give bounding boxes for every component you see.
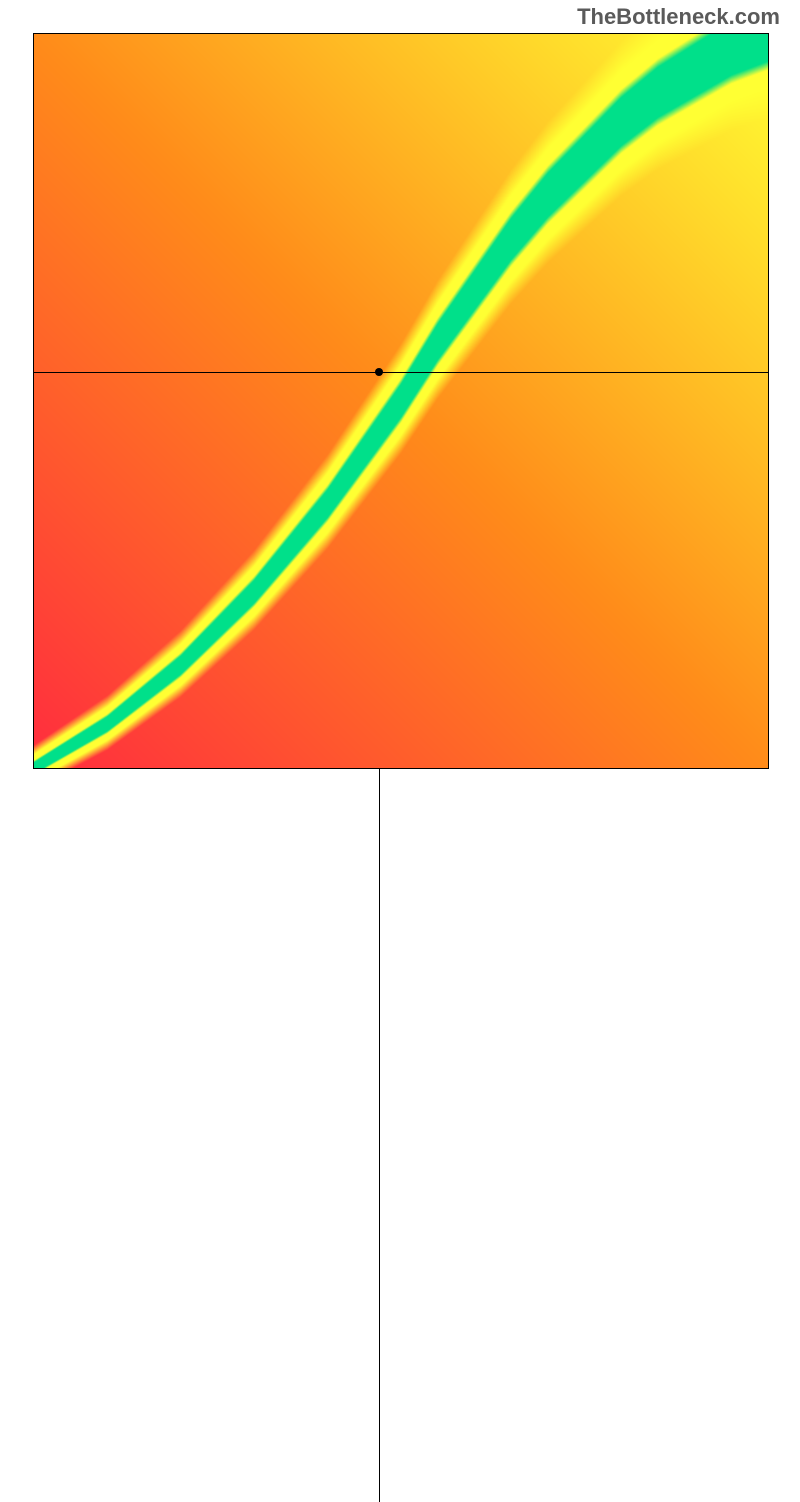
crosshair-horizontal [34, 372, 768, 373]
crosshair-vertical [379, 768, 380, 1502]
watermark-text: TheBottleneck.com [577, 4, 780, 30]
crosshair-marker [375, 368, 383, 376]
heatmap-chart [33, 33, 769, 769]
heatmap-canvas [34, 34, 768, 768]
chart-container: TheBottleneck.com [0, 0, 800, 800]
